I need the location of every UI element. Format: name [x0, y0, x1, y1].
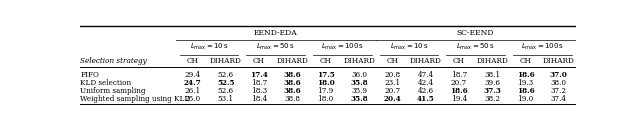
Text: 36.0: 36.0 — [351, 71, 367, 79]
Text: 26.1: 26.1 — [184, 87, 200, 95]
Text: 38.8: 38.8 — [284, 95, 300, 103]
Text: 29.4: 29.4 — [184, 71, 200, 79]
Text: 20.8: 20.8 — [384, 71, 401, 79]
Text: 18.6: 18.6 — [516, 87, 534, 95]
Text: 35.8: 35.8 — [350, 79, 368, 87]
Text: 38.0: 38.0 — [551, 79, 567, 87]
Text: 24.7: 24.7 — [184, 79, 201, 87]
Text: 35.9: 35.9 — [351, 87, 367, 95]
Text: 25.0: 25.0 — [184, 95, 200, 103]
Text: $L_{\mathrm{max}} = 50\,\mathrm{s}$: $L_{\mathrm{max}} = 50\,\mathrm{s}$ — [257, 42, 295, 52]
Text: CH: CH — [319, 57, 332, 65]
Text: 20.7: 20.7 — [451, 79, 467, 87]
Text: 17.9: 17.9 — [317, 87, 334, 95]
Text: 18.4: 18.4 — [251, 95, 267, 103]
Text: 38.6: 38.6 — [284, 87, 301, 95]
Text: KLD selection: KLD selection — [81, 79, 132, 87]
Text: $L_{\mathrm{max}} = 100\,\mathrm{s}$: $L_{\mathrm{max}} = 100\,\mathrm{s}$ — [520, 42, 564, 52]
Text: 20.7: 20.7 — [384, 87, 401, 95]
Text: 18.6: 18.6 — [516, 71, 534, 79]
Text: CH: CH — [520, 57, 532, 65]
Text: EEND-EDA: EEND-EDA — [254, 29, 298, 37]
Text: 18.0: 18.0 — [317, 95, 334, 103]
Text: 37.3: 37.3 — [483, 87, 501, 95]
Text: 52.6: 52.6 — [218, 71, 234, 79]
Text: DIHARD: DIHARD — [410, 57, 442, 65]
Text: CH: CH — [387, 57, 398, 65]
Text: Selection strategy: Selection strategy — [81, 57, 147, 65]
Text: 18.0: 18.0 — [317, 79, 335, 87]
Text: FIFO: FIFO — [81, 71, 99, 79]
Text: 42.4: 42.4 — [417, 79, 434, 87]
Text: 38.6: 38.6 — [284, 79, 301, 87]
Text: 41.5: 41.5 — [417, 95, 435, 103]
Text: CH: CH — [186, 57, 198, 65]
Text: 38.6: 38.6 — [284, 71, 301, 79]
Text: 37.2: 37.2 — [551, 87, 567, 95]
Text: 42.6: 42.6 — [417, 87, 434, 95]
Text: DIHARD: DIHARD — [276, 57, 308, 65]
Text: 52.6: 52.6 — [218, 87, 234, 95]
Text: 18.7: 18.7 — [251, 79, 267, 87]
Text: 19.0: 19.0 — [517, 95, 534, 103]
Text: DIHARD: DIHARD — [210, 57, 241, 65]
Text: DIHARD: DIHARD — [343, 57, 375, 65]
Text: 39.6: 39.6 — [484, 79, 500, 87]
Text: $L_{\mathrm{max}} = 100\,\mathrm{s}$: $L_{\mathrm{max}} = 100\,\mathrm{s}$ — [321, 42, 364, 52]
Text: 23.1: 23.1 — [384, 79, 401, 87]
Text: 19.4: 19.4 — [451, 95, 467, 103]
Text: DIHARD: DIHARD — [476, 57, 508, 65]
Text: Uniform sampling: Uniform sampling — [81, 87, 146, 95]
Text: 17.5: 17.5 — [317, 71, 335, 79]
Text: 18.7: 18.7 — [451, 71, 467, 79]
Text: $L_{\mathrm{max}} = 50\,\mathrm{s}$: $L_{\mathrm{max}} = 50\,\mathrm{s}$ — [456, 42, 495, 52]
Text: SC-EEND: SC-EEND — [457, 29, 494, 37]
Text: DIHARD: DIHARD — [543, 57, 575, 65]
Text: 18.6: 18.6 — [450, 87, 468, 95]
Text: 38.2: 38.2 — [484, 95, 500, 103]
Text: 38.1: 38.1 — [484, 71, 500, 79]
Text: 18.3: 18.3 — [251, 87, 267, 95]
Text: 35.8: 35.8 — [350, 95, 368, 103]
Text: 53.1: 53.1 — [218, 95, 234, 103]
Text: $L_{\mathrm{max}} = 10\,\mathrm{s}$: $L_{\mathrm{max}} = 10\,\mathrm{s}$ — [390, 42, 428, 52]
Text: Weighted sampling using KLD: Weighted sampling using KLD — [81, 95, 191, 103]
Text: 19.3: 19.3 — [518, 79, 534, 87]
Text: CH: CH — [453, 57, 465, 65]
Text: $L_{\mathrm{max}} = 10\,\mathrm{s}$: $L_{\mathrm{max}} = 10\,\mathrm{s}$ — [189, 42, 228, 52]
Text: 37.0: 37.0 — [550, 71, 568, 79]
Text: 52.5: 52.5 — [217, 79, 234, 87]
Text: 20.4: 20.4 — [383, 95, 401, 103]
Text: CH: CH — [253, 57, 265, 65]
Text: 17.4: 17.4 — [250, 71, 268, 79]
Text: 37.4: 37.4 — [551, 95, 567, 103]
Text: 47.4: 47.4 — [417, 71, 434, 79]
